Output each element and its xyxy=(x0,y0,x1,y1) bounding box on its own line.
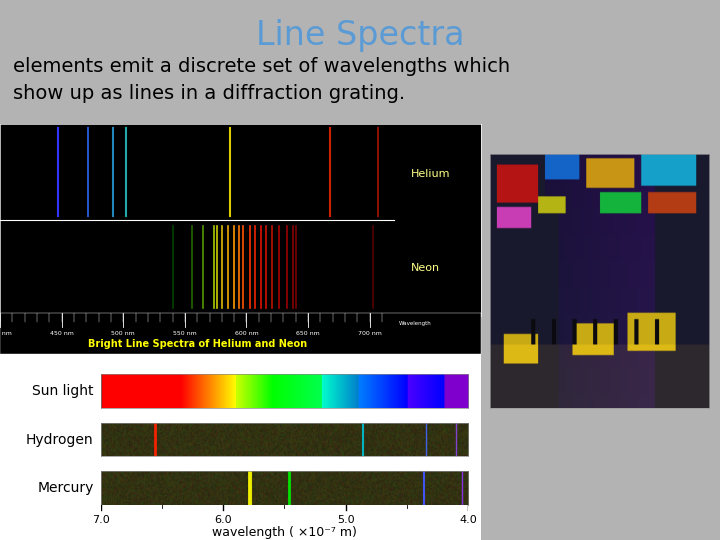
Text: 550 nm: 550 nm xyxy=(173,332,197,336)
Text: 7.0: 7.0 xyxy=(92,515,109,525)
Text: wavelength ( ×10⁻⁷ m): wavelength ( ×10⁻⁷ m) xyxy=(212,526,357,539)
Text: 650 nm: 650 nm xyxy=(296,332,320,336)
Text: 450 nm: 450 nm xyxy=(50,332,73,336)
Text: 500 nm: 500 nm xyxy=(112,332,135,336)
Text: Sun light: Sun light xyxy=(32,384,94,398)
Text: show up as lines in a diffraction grating.: show up as lines in a diffraction gratin… xyxy=(13,84,405,103)
Text: elements emit a discrete set of wavelengths which: elements emit a discrete set of waveleng… xyxy=(13,57,510,76)
Text: 5.0: 5.0 xyxy=(337,515,354,525)
Text: Hydrogen: Hydrogen xyxy=(26,433,94,447)
Text: Line Spectra: Line Spectra xyxy=(256,19,464,52)
Text: 600 nm: 600 nm xyxy=(235,332,258,336)
Text: Bright Line Spectra of Helium and Neon: Bright Line Spectra of Helium and Neon xyxy=(88,339,307,349)
Text: 400 nm: 400 nm xyxy=(0,332,12,336)
Text: Mercury: Mercury xyxy=(37,481,94,495)
Text: Helium: Helium xyxy=(411,169,451,179)
Text: Neon: Neon xyxy=(411,263,441,273)
Text: 4.0: 4.0 xyxy=(459,515,477,525)
Text: 6.0: 6.0 xyxy=(215,515,232,525)
Text: 700 nm: 700 nm xyxy=(358,332,382,336)
Text: Wavelength: Wavelength xyxy=(399,321,432,326)
